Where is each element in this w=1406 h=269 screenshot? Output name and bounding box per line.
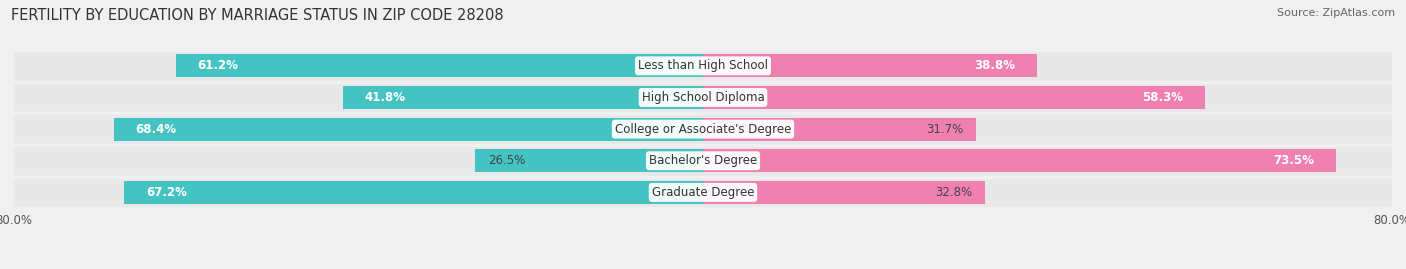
- Bar: [14, 176, 1392, 208]
- Bar: [703, 181, 986, 204]
- Text: 73.5%: 73.5%: [1274, 154, 1315, 167]
- Bar: [343, 86, 703, 109]
- Text: Source: ZipAtlas.com: Source: ZipAtlas.com: [1277, 8, 1395, 18]
- Text: 32.8%: 32.8%: [935, 186, 973, 199]
- Bar: [703, 149, 1336, 172]
- Bar: [703, 86, 1205, 109]
- Text: 41.8%: 41.8%: [364, 91, 405, 104]
- Bar: [703, 118, 976, 140]
- Bar: [176, 54, 703, 77]
- Bar: [14, 113, 1392, 145]
- Text: College or Associate's Degree: College or Associate's Degree: [614, 123, 792, 136]
- Bar: [14, 145, 1392, 176]
- Text: 67.2%: 67.2%: [146, 186, 187, 199]
- Text: FERTILITY BY EDUCATION BY MARRIAGE STATUS IN ZIP CODE 28208: FERTILITY BY EDUCATION BY MARRIAGE STATU…: [11, 8, 503, 23]
- Bar: [14, 82, 1392, 113]
- Bar: [124, 181, 703, 204]
- Text: 68.4%: 68.4%: [135, 123, 177, 136]
- Bar: [703, 54, 1038, 77]
- Text: 31.7%: 31.7%: [925, 123, 963, 136]
- Bar: [475, 149, 703, 172]
- Text: 26.5%: 26.5%: [488, 154, 524, 167]
- Text: Less than High School: Less than High School: [638, 59, 768, 72]
- Text: 61.2%: 61.2%: [197, 59, 239, 72]
- Text: Bachelor's Degree: Bachelor's Degree: [650, 154, 756, 167]
- Text: Graduate Degree: Graduate Degree: [652, 186, 754, 199]
- Bar: [114, 118, 703, 140]
- Bar: [14, 50, 1392, 82]
- Text: 58.3%: 58.3%: [1143, 91, 1184, 104]
- Text: 38.8%: 38.8%: [974, 59, 1015, 72]
- Text: High School Diploma: High School Diploma: [641, 91, 765, 104]
